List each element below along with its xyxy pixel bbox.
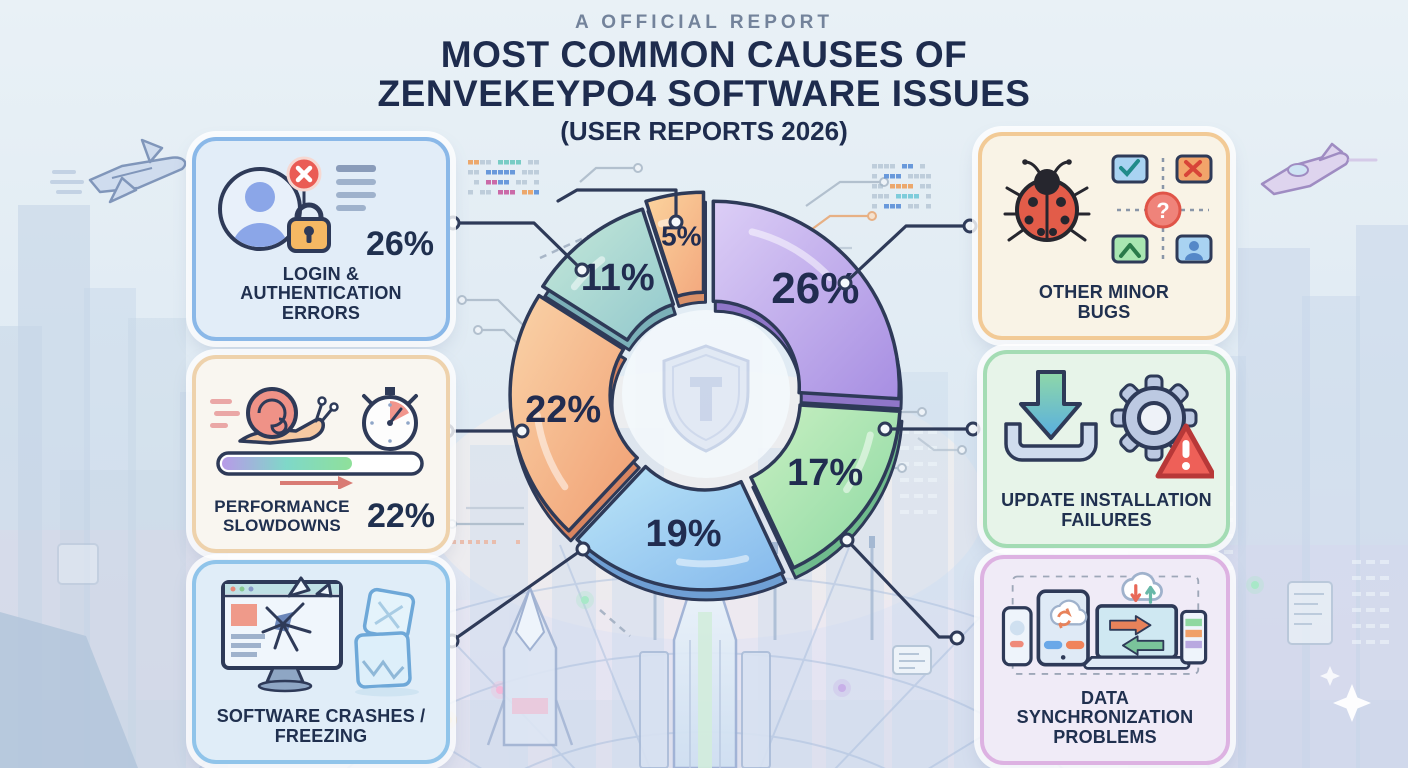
ladybug-flowchart-icon: ? bbox=[1003, 154, 1213, 264]
pie-slices bbox=[508, 190, 902, 592]
report-title-line2: ZENVEKEYPO4 SOFTWARE ISSUES bbox=[377, 73, 1031, 114]
circuit-node-orange bbox=[867, 211, 877, 221]
airplane-right-icon bbox=[1260, 142, 1378, 196]
gear bbox=[1110, 374, 1197, 462]
card-title: LOGIN & AUTHENTICATION ERRORS bbox=[240, 263, 402, 324]
pie-label: 26% bbox=[771, 264, 859, 313]
cloud-sync-small bbox=[1049, 599, 1088, 629]
report-title-block: A OFFICIAL REPORT MOST COMMON CAUSES OF … bbox=[0, 12, 1408, 147]
cloud-arrows-top bbox=[1121, 571, 1163, 604]
card-title: UPDATE INSTALLATION FAILURES bbox=[1001, 490, 1212, 531]
text-lines bbox=[336, 165, 376, 211]
card-title: PERFORMANCE SLOWDOWNS bbox=[214, 496, 350, 535]
card-percent: 22% bbox=[366, 497, 436, 535]
pie-slice-26% bbox=[711, 199, 902, 401]
pie-slice-highlight bbox=[748, 228, 834, 282]
svg-text:?: ? bbox=[1156, 198, 1169, 223]
pie-slice-22% bbox=[508, 293, 639, 533]
cracked-monitor-ice-icon bbox=[221, 576, 419, 697]
faint-glyph-row bbox=[452, 540, 520, 544]
card-performance-slowdowns: PERFORMANCE SLOWDOWNS 22% bbox=[192, 355, 450, 553]
progress-fill bbox=[222, 457, 352, 470]
speed-lines bbox=[210, 399, 240, 428]
pie-slice-17% bbox=[749, 403, 902, 570]
digital-rain-right bbox=[872, 164, 931, 209]
card-login-auth-errors: 26% LOGIN & AUTHENTICATION ERRORS bbox=[192, 137, 450, 341]
snail-stopwatch-icon bbox=[210, 387, 424, 489]
ladybug-legs bbox=[1003, 186, 1091, 242]
card-data-sync: DATA SYNCHRONIZATION PROBLEMS bbox=[980, 555, 1230, 765]
report-subtitle: (USER REPORTS 2026) bbox=[560, 116, 848, 146]
pie-slice-highlight bbox=[843, 431, 874, 494]
card-title: OTHER MINOR BUGS bbox=[1038, 282, 1170, 323]
user-lock-error-icon bbox=[218, 156, 376, 253]
card-update-failures: UPDATE INSTALLATION FAILURES bbox=[983, 350, 1230, 548]
report-title-line1: MOST COMMON CAUSES OF bbox=[440, 34, 968, 75]
pie-label: 19% bbox=[645, 513, 721, 555]
card-software-crashes: SOFTWARE CRASHES / FREEZING bbox=[192, 560, 450, 764]
card-percent: 26% bbox=[365, 225, 434, 263]
sparkle-icon bbox=[1320, 666, 1371, 722]
pie-slice-highlight bbox=[533, 411, 569, 491]
dark-silhouette bbox=[0, 612, 138, 768]
shield-logo-watermark bbox=[622, 310, 790, 478]
digital-rain-left bbox=[468, 160, 539, 195]
airplane-left-icon bbox=[50, 138, 187, 204]
pie-slice-highlight bbox=[675, 555, 750, 568]
pie-label: 5% bbox=[661, 220, 702, 251]
card-title: SOFTWARE CRASHES / FREEZING bbox=[216, 706, 426, 747]
pie-label: 11% bbox=[581, 257, 655, 299]
report-eyebrow: A OFFICIAL REPORT bbox=[575, 12, 833, 33]
download-gear-warning-icon bbox=[1003, 370, 1214, 479]
devices-sync-icon bbox=[1001, 571, 1208, 675]
card-other-minor-bugs: ? OTHER MINOR BUGS bbox=[978, 132, 1230, 340]
card-title: DATA SYNCHRONIZATION PROBLEMS bbox=[1016, 687, 1194, 748]
pie-label: 22% bbox=[525, 389, 601, 431]
pie-label: 17% bbox=[787, 452, 863, 494]
code-window-icon bbox=[57, 543, 1333, 675]
